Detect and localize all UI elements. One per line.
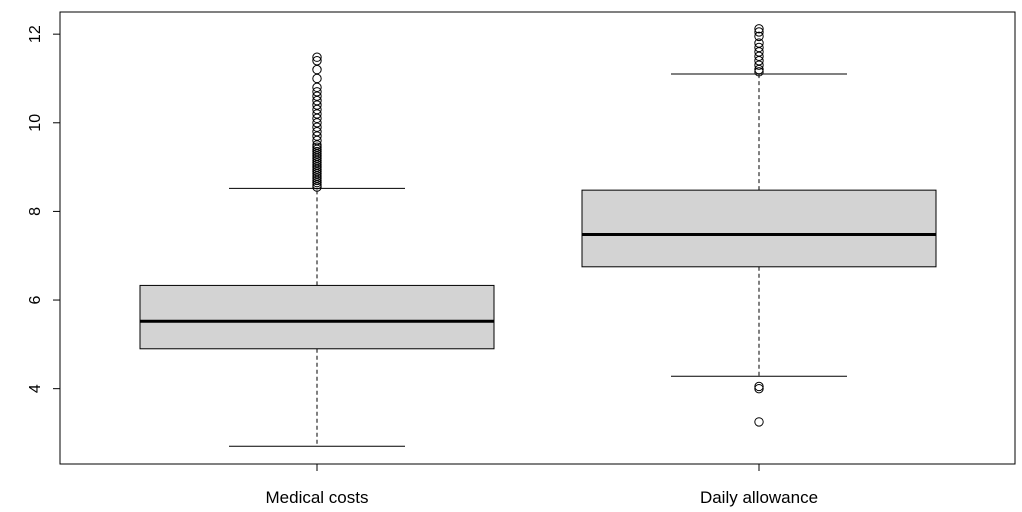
- x-category-label: Daily allowance: [700, 488, 818, 507]
- outlier-point: [754, 67, 764, 77]
- box-group: [581, 24, 937, 427]
- outlier-point: [754, 24, 764, 34]
- outlier-point: [754, 383, 764, 394]
- y-tick-label: 6: [27, 295, 44, 304]
- outlier-point: [312, 87, 322, 97]
- outlier-point: [312, 73, 322, 84]
- x-axis: Medical costs Daily allowance: [266, 464, 818, 507]
- outlier-point: [754, 417, 764, 427]
- outlier-point: [754, 381, 764, 392]
- outlier-point: [754, 42, 764, 53]
- y-tick-label: 12: [27, 25, 44, 43]
- outlier-point: [312, 142, 322, 152]
- iqr-box: [581, 189, 937, 268]
- outlier-point: [754, 27, 764, 37]
- y-tick-label: 4: [27, 384, 44, 393]
- boxes: [139, 24, 937, 447]
- outlier-point: [312, 52, 322, 62]
- y-axis: 4 6 8 10 12: [27, 25, 60, 393]
- outlier-point: [754, 31, 764, 42]
- outlier-point: [754, 38, 764, 48]
- x-category-label: Medical costs: [266, 488, 369, 507]
- box-group: [139, 52, 495, 447]
- y-tick-label: 10: [27, 114, 44, 132]
- iqr-box: [139, 284, 495, 350]
- outlier-point: [312, 56, 322, 66]
- outlier-point: [312, 146, 322, 157]
- plot-frame: [59, 11, 1016, 465]
- y-tick-label: 8: [27, 207, 44, 216]
- outlier-point: [312, 64, 322, 75]
